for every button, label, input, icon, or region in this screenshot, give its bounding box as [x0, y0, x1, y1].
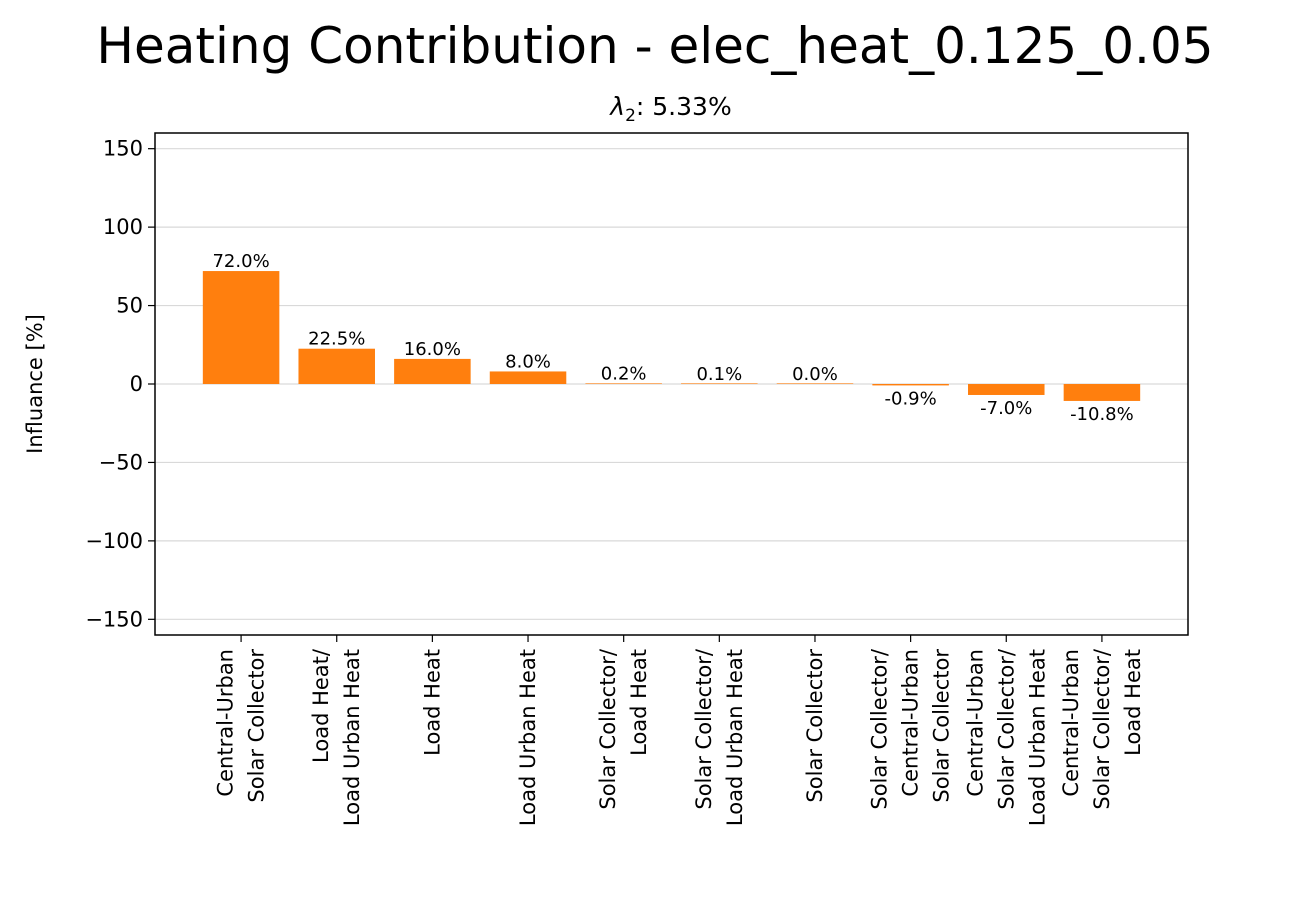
bar — [776, 383, 854, 384]
bar — [489, 371, 567, 384]
data-label: 8.0% — [505, 351, 551, 372]
x-tick-label: Solar Collector/Load Urban Heat — [692, 648, 747, 826]
x-tick-label: Solar Collector — [803, 649, 827, 803]
data-label: 72.0% — [212, 251, 269, 272]
x-tick-label-line: Load Heat — [627, 649, 651, 756]
x-tick-label: Load Heat — [420, 649, 444, 756]
bar — [1063, 384, 1141, 401]
chart-title: Heating Contribution - elec_heat_0.125_0… — [96, 17, 1213, 75]
data-label: 16.0% — [404, 339, 461, 360]
x-tick-label-line: Load Heat/ — [309, 648, 333, 763]
bar — [968, 384, 1045, 395]
x-tick-label-line: Solar Collector — [245, 649, 269, 803]
y-tick-label: −50 — [99, 450, 143, 474]
y-tick-label: −150 — [85, 607, 143, 631]
data-labels: 72.0% 22.5% 16.0% 8.0% 0.2% 0.1% 0.0% -0.9% -7.0… — [212, 251, 1133, 425]
x-tick-label-line: Load Heat — [420, 649, 444, 756]
bar — [872, 384, 949, 386]
y-tick-label: 150 — [103, 137, 143, 161]
bar — [681, 383, 758, 384]
y-tick-label: −100 — [85, 529, 143, 553]
y-axis-label: Influance [%] — [23, 314, 47, 454]
x-tick-label: Load Heat/Load Urban Heat — [309, 648, 364, 826]
y-axis: −150 −100 −50 0 50 100 150 — [85, 137, 155, 631]
bars — [202, 271, 1141, 401]
x-tick-label-line: Load Urban Heat — [723, 649, 747, 826]
subtitle-value: : 5.33% — [636, 92, 732, 121]
bar — [585, 383, 662, 384]
y-tick-label: 0 — [130, 372, 143, 396]
x-tick-label-line: Load Urban Heat — [1025, 649, 1049, 826]
subtitle-subscript: 2 — [625, 106, 636, 126]
data-label: 0.0% — [792, 364, 838, 385]
chart-subtitle: λ2: 5.33% — [608, 92, 731, 126]
x-tick-label-line: Solar Collector/ — [868, 648, 892, 810]
x-tick-label: Central-Urban Solar Collector/Load Urban … — [963, 648, 1049, 826]
x-tick-label-line: Load Urban Heat — [340, 649, 364, 826]
data-label: 0.2% — [601, 364, 647, 385]
bar — [298, 348, 375, 384]
bar — [394, 358, 471, 384]
data-label: 0.1% — [696, 364, 742, 385]
x-tick-label-line: Central-Urban — [963, 649, 987, 797]
x-tick-label: Central-Urban Solar Collector/Load Heat — [1059, 648, 1145, 810]
x-tick-label-line: Solar Collector/ — [596, 648, 620, 810]
x-tick-label-line: Solar Collector/ — [692, 648, 716, 810]
x-tick-label-line: Solar Collector/ — [994, 648, 1018, 810]
x-tick-label-line: Central-Urban — [899, 649, 923, 797]
data-label: -7.0% — [980, 398, 1032, 419]
y-tick-label: 50 — [116, 294, 143, 318]
x-tick-label-line: Solar Collector — [930, 649, 954, 803]
bar — [202, 271, 280, 384]
x-axis: Central-Urban Solar Collector Load Heat/Lo… — [214, 635, 1145, 826]
x-tick-label: Central-Urban Solar Collector — [214, 649, 269, 803]
y-tick-label: 100 — [103, 215, 143, 239]
x-tick-label-line: Solar Collector — [803, 649, 827, 803]
x-tick-label: Solar Collector/Central-Urban Solar Colle… — [868, 648, 954, 810]
x-tick-label: Load Urban Heat — [516, 649, 540, 826]
x-tick-label-line: Central-Urban — [1059, 649, 1083, 797]
data-label: -0.9% — [885, 388, 937, 409]
x-tick-label-line: Central-Urban — [214, 649, 238, 797]
subtitle-symbol: λ — [608, 92, 625, 121]
x-tick-label: Solar Collector/Load Heat — [596, 648, 651, 810]
x-tick-label-line: Solar Collector/ — [1090, 648, 1114, 810]
x-tick-label-line: Load Urban Heat — [516, 649, 540, 826]
x-tick-label-line: Load Heat — [1121, 649, 1145, 756]
data-label: -10.8% — [1070, 404, 1134, 425]
data-label: 22.5% — [308, 329, 365, 350]
